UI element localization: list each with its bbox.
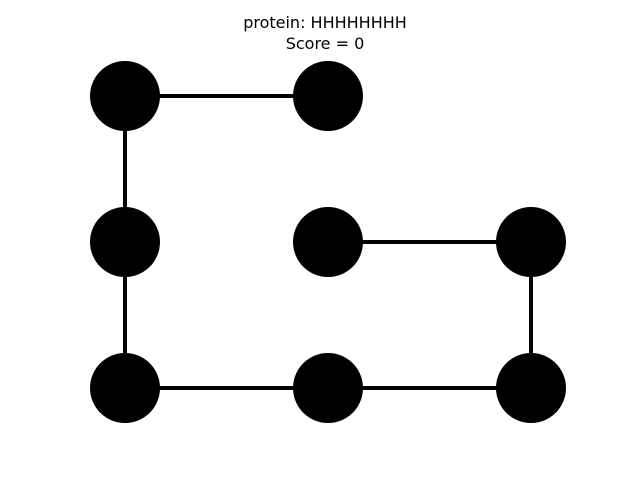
residue-7 — [293, 207, 363, 277]
score-label: Score = 0 — [285, 34, 365, 53]
residue-4 — [293, 353, 363, 423]
residue-1 — [90, 61, 160, 131]
residue-5 — [496, 353, 566, 423]
residues-layer — [90, 61, 566, 423]
residue-2 — [90, 207, 160, 277]
residue-6 — [496, 207, 566, 277]
figure-title: protein: HHHHHHHH Score = 0 — [0, 12, 640, 54]
residue-3 — [90, 353, 160, 423]
protein-sequence-label: protein: HHHHHHHH — [243, 13, 407, 32]
residue-0 — [293, 61, 363, 131]
